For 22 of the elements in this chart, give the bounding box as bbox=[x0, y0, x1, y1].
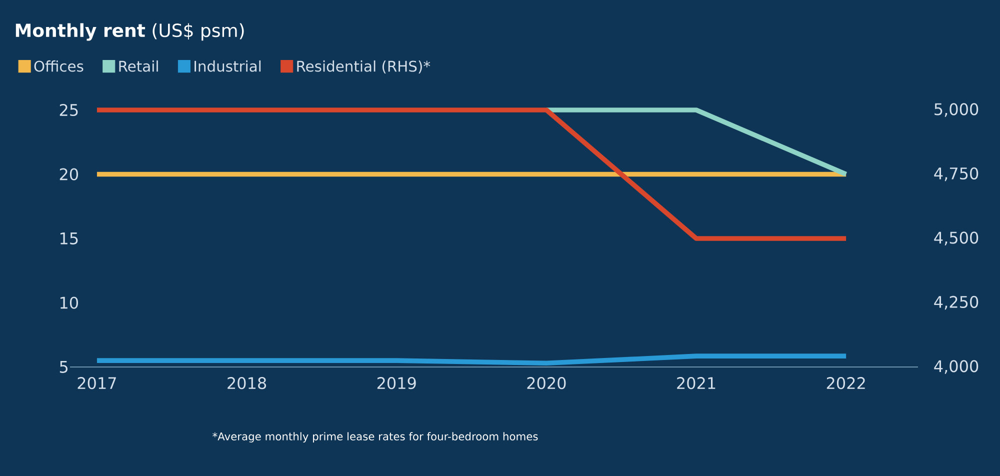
x-tick-label: 2022 bbox=[826, 377, 865, 390]
legend-label: Offices bbox=[34, 60, 84, 72]
y2-tick-label: 5,000 bbox=[934, 103, 978, 117]
y2-tick-label: 4,750 bbox=[934, 167, 978, 182]
x-tick-label: 2020 bbox=[527, 377, 566, 390]
y2-tick-label: 4,250 bbox=[934, 296, 978, 310]
x-tick-label: 2018 bbox=[228, 377, 266, 390]
y-tick-label: 5 bbox=[60, 361, 68, 373]
legend-label: Retail bbox=[119, 60, 158, 72]
x-tick-label: 2021 bbox=[677, 377, 716, 390]
y-tick-label: 15 bbox=[60, 232, 78, 244]
x-tick-label: 2019 bbox=[377, 377, 416, 390]
x-tick-label: 2017 bbox=[78, 377, 116, 390]
y-tick-label: 25 bbox=[60, 104, 78, 116]
y-tick-label: 20 bbox=[60, 168, 78, 180]
y2-tick-label: 4,500 bbox=[934, 232, 978, 246]
text: *Average monthly prime lease rates for four-bedroom homes bbox=[212, 432, 538, 442]
y2-tick-label: 4,000 bbox=[934, 360, 978, 374]
legend-label: Industrial bbox=[194, 60, 261, 72]
legend-label: Residential (RHS)* bbox=[297, 60, 430, 74]
y-tick-label: 10 bbox=[60, 296, 78, 309]
chart-title: Monthly rent (US$ psm) bbox=[16, 23, 244, 41]
